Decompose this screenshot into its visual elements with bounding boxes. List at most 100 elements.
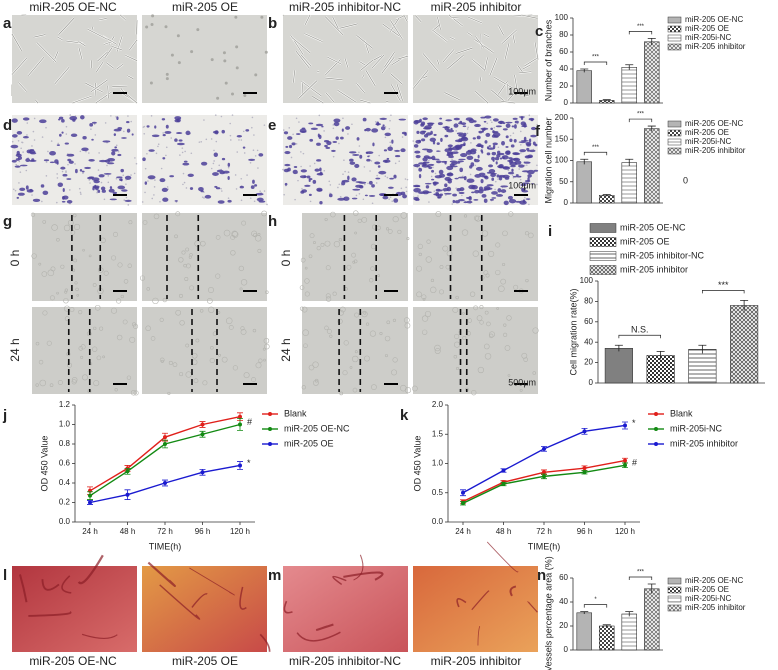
photo-detail (386, 176, 389, 179)
photo-detail (56, 177, 59, 179)
photo-detail (328, 193, 333, 198)
vessel (456, 598, 467, 608)
vessel (159, 584, 201, 620)
photo-detail (301, 187, 303, 190)
photo-detail (255, 192, 264, 196)
photo-detail (304, 266, 308, 270)
y-tick-label: 40 (559, 597, 568, 606)
photo-detail (527, 176, 530, 182)
panel-note: 0 (683, 175, 688, 185)
photo-detail (423, 133, 429, 138)
photo-detail (58, 116, 64, 120)
photo-detail (187, 173, 194, 178)
photo-detail (308, 193, 312, 197)
photo-detail (389, 144, 392, 147)
photo-detail (364, 355, 370, 362)
photo-detail (506, 150, 511, 155)
photo-detail (415, 15, 422, 23)
photo-detail (319, 167, 322, 172)
photo-detail (505, 135, 509, 139)
photo-detail (388, 127, 391, 130)
photo-detail (11, 33, 22, 51)
photo-detail (245, 129, 250, 132)
photo-detail (446, 250, 453, 257)
significance-label: *** (592, 55, 600, 61)
photo-detail (521, 14, 538, 19)
photo-detail (38, 262, 42, 266)
photo-detail (88, 179, 91, 181)
photo-detail (94, 304, 101, 311)
photo-detail (365, 70, 376, 87)
photo-detail (393, 174, 397, 179)
photo-detail (41, 136, 44, 138)
photo-detail (354, 163, 360, 169)
photo-detail (80, 193, 82, 195)
photo-detail (390, 20, 403, 40)
photo-detail (486, 152, 491, 156)
photo-detail (536, 164, 538, 167)
photo-detail (490, 173, 496, 178)
photo-detail (436, 160, 442, 164)
photo-detail (432, 140, 436, 145)
photo-detail (325, 265, 331, 271)
photo-detail (304, 278, 310, 284)
bar (644, 588, 660, 651)
photo-detail (434, 172, 437, 175)
photo-detail (505, 121, 513, 124)
photo-detail (508, 157, 513, 160)
photo-detail (263, 190, 266, 192)
photo-detail (514, 124, 517, 129)
photo-detail (453, 117, 460, 121)
photo-detail (453, 123, 459, 128)
photo-detail (501, 101, 516, 104)
legend-swatch (667, 129, 682, 137)
photo-detail (492, 142, 498, 146)
photo-detail (32, 130, 35, 133)
photo-detail (476, 315, 483, 321)
photo-detail (312, 96, 324, 104)
photo-detail (90, 79, 108, 92)
photo-detail (520, 121, 526, 126)
photo-detail (470, 142, 472, 144)
photo-detail (455, 187, 457, 189)
significance-label: *** (718, 280, 729, 290)
photo-detail (145, 25, 149, 29)
photo-detail (436, 150, 440, 152)
photo-detail (461, 229, 469, 236)
photo-detail (384, 175, 387, 178)
photo-detail (347, 171, 350, 173)
photo-detail (49, 161, 55, 164)
photo-detail (466, 200, 473, 204)
photo-detail (253, 233, 258, 238)
photo-detail (473, 215, 480, 221)
photo-detail (389, 196, 392, 199)
photo-detail (251, 116, 254, 119)
photo-detail (294, 198, 296, 201)
photo-detail (64, 288, 68, 292)
photo-detail (344, 170, 346, 173)
photo-detail (36, 42, 57, 63)
photo-detail (332, 291, 337, 296)
photo-detail (468, 118, 475, 124)
photo-detail (181, 151, 184, 154)
photo-detail (467, 32, 473, 36)
photo-detail (117, 262, 123, 268)
legend-label: miR-205 OE-NC (620, 222, 686, 232)
photo-detail (367, 155, 370, 158)
photo-detail (461, 136, 467, 140)
photo-detail (331, 149, 336, 152)
photo-detail (332, 127, 335, 130)
photo-detail (57, 36, 63, 41)
photo-detail (428, 201, 430, 203)
photo-detail (457, 160, 464, 163)
significance-label: *** (637, 112, 645, 118)
photo-detail (444, 125, 449, 131)
photo-detail (483, 120, 487, 123)
photo-detail (354, 350, 358, 354)
photo-detail (240, 177, 243, 180)
photo-detail (341, 128, 344, 132)
photo-detail (352, 260, 356, 264)
photo-detail (466, 128, 469, 130)
photo-detail (422, 117, 428, 121)
photo-detail (454, 200, 461, 204)
